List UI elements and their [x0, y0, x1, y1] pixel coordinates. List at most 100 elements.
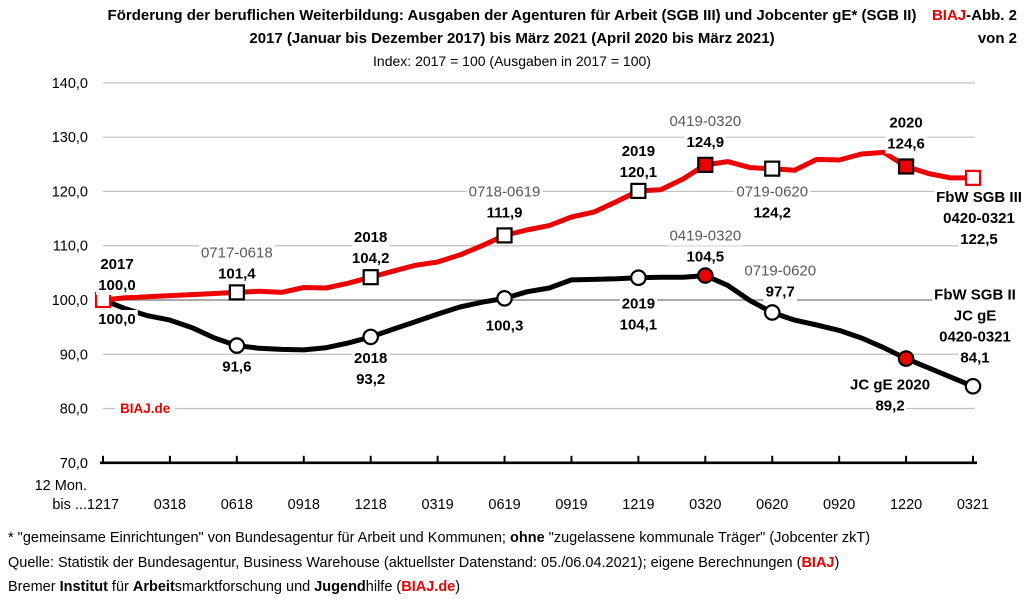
data-label-bg	[220, 357, 254, 377]
data-label-bg	[352, 228, 390, 248]
data-label-bg	[96, 309, 138, 329]
data-label-bg	[216, 264, 259, 284]
marker-square	[94, 291, 112, 309]
data-label: 2017	[100, 256, 133, 273]
data-label: 104,1	[620, 317, 658, 334]
institute-line: Bremer Institut für Arbeitsmarktforschun…	[8, 579, 461, 595]
data-label: 89,2	[875, 398, 904, 415]
x-tick-label: 0918	[288, 497, 320, 513]
data-label: 0719-0620	[736, 184, 808, 201]
marker-square	[764, 160, 781, 177]
data-label: 2020	[889, 114, 922, 131]
footnote-line: * "gemeinsame Einrichtungen" von Bundesa…	[8, 530, 871, 546]
data-label-bg	[617, 162, 660, 182]
marker-square	[897, 158, 915, 175]
corner-figure-number: BIAJ-Abb. 2	[931, 7, 1017, 24]
y-tick-label: 80,0	[60, 402, 88, 418]
data-label: 124,6	[887, 135, 925, 152]
x-tick-label: 0619	[488, 497, 520, 513]
data-label-bg	[96, 275, 138, 295]
data-label: 122,5	[960, 231, 998, 248]
data-label-bg	[617, 315, 660, 335]
data-label: 97,7	[766, 283, 795, 300]
corner-figure-count: von 2	[977, 30, 1017, 47]
data-label-bg	[667, 111, 744, 131]
data-label-bg	[619, 141, 658, 161]
y-tick-label: 100,0	[52, 293, 88, 309]
marker-circle	[496, 290, 513, 307]
data-label-bg	[98, 254, 136, 274]
data-label: 0717-0618	[201, 244, 273, 261]
data-label-bg	[684, 132, 727, 152]
data-label: 101,4	[218, 265, 256, 282]
data-label: 124,9	[687, 134, 725, 151]
chart-title-line1: Förderung der beruflichen Weiterbildung:…	[107, 7, 917, 24]
watermark-bg	[115, 400, 175, 416]
data-label: JC gE	[954, 307, 997, 324]
data-label: FbW SGB II	[934, 286, 1016, 303]
data-label-bg	[352, 348, 390, 368]
data-label: 0719-0620	[744, 262, 816, 279]
data-label-bg	[349, 249, 392, 269]
data-label-bg	[734, 182, 811, 202]
data-label: 0420-0321	[943, 210, 1015, 227]
data-label-bg	[934, 187, 1024, 207]
chart-title-line2: 2017 (Januar bis Dezember 2017) bis März…	[249, 30, 775, 47]
y-tick-label: 120,0	[52, 184, 88, 200]
data-label: 104,5	[687, 249, 725, 266]
data-label-bg	[958, 348, 992, 368]
data-label: 120,1	[620, 164, 658, 181]
x-tick-label: 1220	[890, 497, 922, 513]
marker-circle	[697, 267, 714, 284]
data-label-bg	[887, 113, 925, 133]
data-label: 111,9	[487, 204, 523, 221]
data-label-bg	[885, 134, 927, 154]
marker-circle	[763, 304, 781, 321]
x-tick-label: 0321	[957, 497, 989, 513]
data-label: JC gE 2020	[850, 377, 930, 394]
data-label: 0420-0321	[939, 328, 1011, 345]
data-label: 100,0	[98, 311, 136, 328]
series-line-fbw-sgb2-jc-ge	[100, 273, 976, 389]
data-label: FbW SGB III	[936, 189, 1022, 206]
data-label: 91,6	[222, 359, 251, 376]
marker-square	[630, 182, 647, 200]
data-label: 2019	[622, 296, 655, 313]
x-tick-label: 0318	[154, 497, 186, 513]
y-tick-label: 130,0	[52, 130, 88, 146]
source-line: Quelle: Statistik der Bundesagentur, Bus…	[8, 555, 840, 571]
y-tick-label: 140,0	[52, 76, 88, 92]
marker-square	[228, 284, 245, 301]
data-label-bg	[684, 247, 727, 267]
data-label: 0419-0320	[669, 113, 741, 130]
x-tick-label: 0920	[823, 497, 855, 513]
data-label-bg	[354, 369, 388, 389]
data-label: 2018	[354, 350, 387, 367]
data-label-bg	[667, 226, 744, 246]
data-label-bg	[198, 243, 275, 263]
marker-circle	[630, 269, 647, 287]
data-label: 2019	[622, 143, 655, 160]
y-tick-label: 70,0	[60, 456, 88, 472]
data-label-bg	[484, 203, 525, 223]
data-label-bg	[958, 229, 1000, 249]
x-tick-label: 0620	[756, 497, 788, 513]
x-tick-label: 0319	[421, 497, 453, 513]
data-label-bg	[937, 327, 1013, 347]
marker-square	[496, 227, 513, 244]
data-label-bg	[742, 261, 819, 281]
data-label-bg	[763, 282, 797, 302]
data-label-bg	[751, 203, 794, 223]
x-tick-label: 0919	[555, 497, 587, 513]
data-label: 124,2	[753, 205, 791, 222]
series-line-fbw-sgb3	[100, 149, 976, 303]
data-label-bg	[466, 182, 543, 202]
watermark-biaj: BIAJ.de	[120, 401, 171, 416]
chart-title-index-note: Index: 2017 = 100 (Ausgaben in 2017 = 10…	[373, 53, 651, 69]
x-tick-label: 0618	[221, 497, 253, 513]
marker-circle	[362, 328, 379, 346]
marker-circle	[228, 337, 246, 354]
data-label-bg	[619, 294, 658, 314]
x-tick-label: 1217	[87, 497, 119, 513]
